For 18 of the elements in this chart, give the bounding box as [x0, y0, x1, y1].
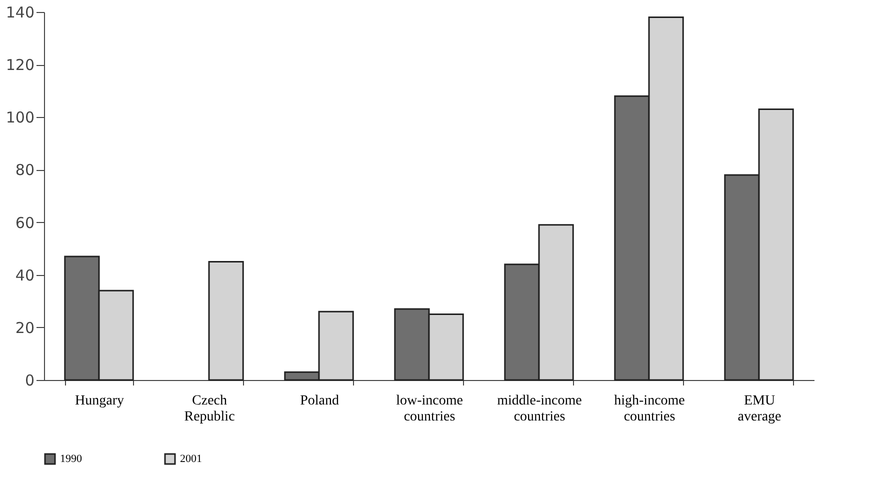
x-tick-label: low-income countries	[396, 394, 463, 424]
x-tick-label: middle-income countries	[497, 394, 582, 424]
y-tick-label: 80	[15, 161, 34, 180]
y-tick-label: 40	[15, 266, 34, 284]
x-tick-label: Hungary	[75, 394, 124, 408]
x-tick-label: EMU average	[738, 394, 782, 424]
bar	[208, 260, 244, 381]
y-tick-label: 20	[15, 318, 34, 337]
x-tick-label: Poland	[300, 394, 339, 408]
y-tick-label: 120	[6, 56, 34, 74]
x-tick-label: high-income countries	[614, 394, 685, 424]
x-tick-label: Czech Republic	[184, 394, 235, 424]
y-tick-label: 140	[6, 4, 34, 22]
legend-label: 1990	[60, 453, 82, 465]
legend-label: 2001	[180, 453, 202, 465]
y-tick-label: 100	[6, 108, 34, 127]
y-tick-label: 0	[24, 372, 34, 390]
y-tick-label: 60	[15, 214, 34, 232]
